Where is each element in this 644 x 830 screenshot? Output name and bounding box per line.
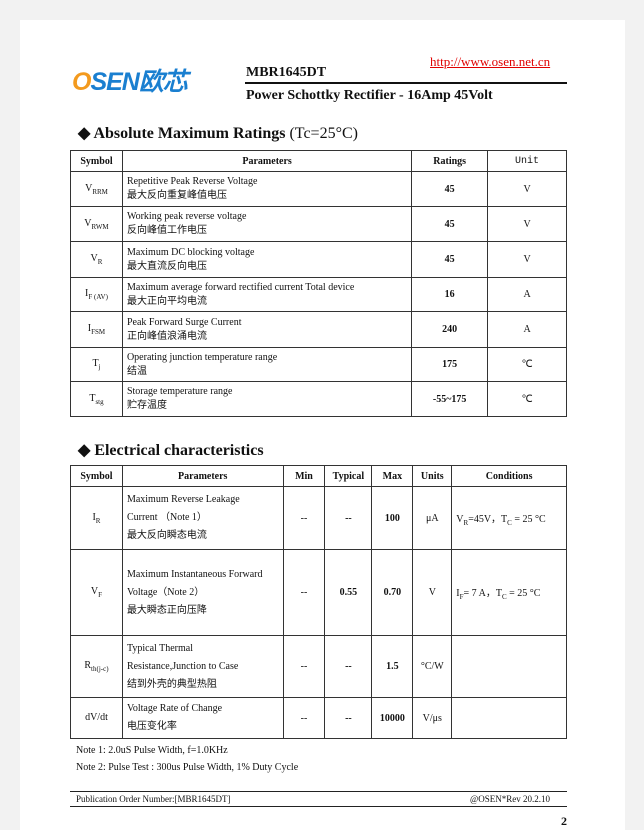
product-subtitle: Power Schottky Rectifier - 16Amp 45Volt — [246, 88, 493, 103]
ec-heading: ◆ Electrical characteristics — [78, 442, 264, 459]
symbol: IR — [70, 486, 123, 550]
model-number: MBR1645DT — [246, 65, 327, 80]
table-header-row: Symbol Parameters Min Typical Max Units Condit… — [70, 465, 567, 487]
conditions: VR=45V，TC = 25 °C — [451, 486, 567, 550]
symbol: VR — [70, 241, 123, 278]
symbol: VRWM — [70, 206, 123, 242]
rating: 45 — [411, 171, 489, 207]
symbol: VRRM — [70, 171, 123, 207]
table-header-row: Symbol Parameters Ratings Unit — [70, 150, 567, 172]
absolute-max-ratings-table: Symbol Parameters Ratings Unit VRRM Repetit… — [70, 150, 567, 417]
table-row: VR Maximum DC blocking voltage 最大直流反向电压 4… — [70, 241, 567, 278]
col-header: Units — [412, 465, 453, 487]
col-header: Min — [282, 465, 326, 487]
unit: V — [487, 241, 567, 278]
max: 1.5 — [371, 635, 414, 698]
unit: A — [487, 311, 567, 348]
symbol: VF — [70, 549, 123, 636]
revision: @OSEN*Rev 20.2.10 — [470, 794, 551, 804]
rating: 16 — [411, 277, 489, 312]
parameter: Voltage Rate of Change 电压变化率 — [121, 697, 284, 739]
col-header: Unit — [487, 150, 567, 172]
parameter: Storage temperature range 贮存温度 — [121, 381, 413, 417]
symbol: IF (AV) — [70, 277, 123, 312]
table-row: IF (AV) Maximum average forward rectifie… — [70, 277, 567, 312]
note-2: Note 2: Pulse Test : 300us Pulse Width, … — [76, 762, 299, 773]
units: μA — [412, 486, 453, 550]
col-header: Symbol — [70, 150, 123, 172]
symbol: IFSM — [70, 311, 123, 348]
amr-heading: ◆ Absolute Maximum Ratings (Tc=25°C) — [78, 125, 358, 142]
col-header: Parameters — [121, 150, 413, 172]
typical: -- — [324, 486, 373, 550]
unit: ℃ — [487, 347, 567, 382]
header-rule — [245, 82, 567, 84]
publication-number: Publication Order Number:[MBR1645DT] — [76, 794, 231, 804]
typical: -- — [324, 697, 373, 739]
website-link[interactable]: http://www.osen.net.cn — [430, 54, 551, 69]
table-row: VF Maximum Instantaneous Forward Voltage（… — [70, 549, 567, 636]
table-row: IR Maximum Reverse Leakage Current （Note … — [70, 486, 567, 550]
table-row: IFSM Peak Forward Surge Current 正向峰值浪涌电流 … — [70, 311, 567, 348]
note-1: Note 1: 2.0uS Pulse Width, f=1.0KHz — [76, 745, 228, 756]
col-header: Ratings — [411, 150, 489, 172]
units: V — [412, 549, 453, 636]
parameter: Maximum DC blocking voltage 最大直流反向电压 — [121, 241, 413, 278]
min: -- — [282, 697, 326, 739]
rating: 240 — [411, 311, 489, 348]
typical: -- — [324, 635, 373, 698]
footer-rule-bottom — [70, 806, 567, 807]
table-row: Tstg Storage temperature range 贮存温度 -55~1… — [70, 381, 567, 417]
page-number: 2 — [561, 814, 567, 828]
units: V/μs — [412, 697, 453, 739]
parameter: Maximum Reverse Leakage Current （Note 1）最… — [121, 486, 284, 550]
conditions: IF= 7 A，TC = 25 °C — [451, 549, 567, 636]
table-row: VRRM Repetitive Peak Reverse Voltage 最大反向… — [70, 171, 567, 207]
footer-rule-top — [70, 791, 567, 792]
unit: A — [487, 277, 567, 312]
col-header: Typical — [324, 465, 373, 487]
rating: -55~175 — [411, 381, 489, 417]
max: 10000 — [371, 697, 414, 739]
rating: 45 — [411, 206, 489, 242]
electrical-characteristics-table: Symbol Parameters Min Typical Max Units Condit… — [70, 465, 567, 739]
rating: 175 — [411, 347, 489, 382]
table-row: dV/dt Voltage Rate of Change 电压变化率 -- -- … — [70, 697, 567, 739]
table-row: Rth(j-c) Typical Thermal Resistance,Junct… — [70, 635, 567, 698]
col-header: Conditions — [451, 465, 567, 487]
min: -- — [282, 486, 326, 550]
symbol: Rth(j-c) — [70, 635, 123, 698]
parameter: Operating junction temperature range 结温 — [121, 347, 413, 382]
symbol: Tstg — [70, 381, 123, 417]
units: °C/W — [412, 635, 453, 698]
min: -- — [282, 635, 326, 698]
min: -- — [282, 549, 326, 636]
symbol: dV/dt — [70, 697, 123, 739]
diamond-icon: ◆ — [78, 442, 91, 459]
conditions — [451, 697, 567, 739]
rating: 45 — [411, 241, 489, 278]
table-row: VRWM Working peak reverse voltage 反向峰值工作电… — [70, 206, 567, 242]
col-header: Symbol — [70, 465, 123, 487]
parameter: Maximum Instantaneous Forward Voltage（Not… — [121, 549, 284, 636]
symbol: Tj — [70, 347, 123, 382]
parameter: Maximum average forward rectified curren… — [121, 277, 413, 312]
unit: V — [487, 171, 567, 207]
parameter: Repetitive Peak Reverse Voltage 最大反向重复峰值电… — [121, 171, 413, 207]
unit: V — [487, 206, 567, 242]
table-row: Tj Operating junction temperature range 结… — [70, 347, 567, 382]
col-header: Max — [371, 465, 414, 487]
conditions — [451, 635, 567, 698]
typical: 0.55 — [324, 549, 373, 636]
osen-logo: OSEN欧芯 — [72, 68, 188, 96]
unit: ℃ — [487, 381, 567, 417]
max: 0.70 — [371, 549, 414, 636]
parameter: Peak Forward Surge Current 正向峰值浪涌电流 — [121, 311, 413, 348]
diamond-icon: ◆ — [78, 125, 91, 142]
parameter: Typical Thermal Resistance,Junction to Ca… — [121, 635, 284, 698]
col-header: Parameters — [121, 465, 284, 487]
max: 100 — [371, 486, 414, 550]
parameter: Working peak reverse voltage 反向峰值工作电压 — [121, 206, 413, 242]
